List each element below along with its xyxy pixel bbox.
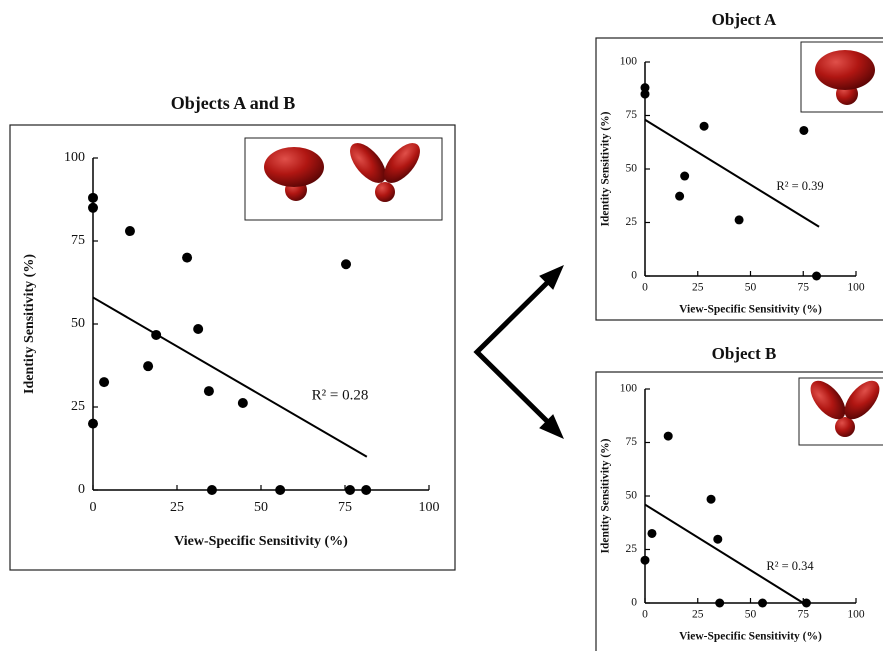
y-tick-label: 50 [626,163,638,175]
point [203,386,214,397]
arrows [473,265,564,439]
y-tick-label: 0 [631,597,637,609]
point [640,555,650,565]
x-tick-label: 0 [90,500,97,515]
panel-frame [9,124,456,571]
x-tick-label: 75 [798,609,810,621]
point [675,191,685,201]
trendline [644,503,804,604]
x-tick-label: 25 [692,282,704,294]
point [193,323,204,334]
point [275,485,286,495]
x-tick-label: 25 [170,500,184,515]
annotation: R² = 0.34 [766,559,814,573]
point [734,215,744,225]
chart-title: Objects A and B [171,93,296,113]
annotation: R² = 0.39 [776,179,823,193]
point [345,485,356,495]
point [341,259,352,270]
panel-frame [595,371,883,651]
y-axis-label: Identity Sensitivity (%) [600,438,612,553]
y-tick-label: 0 [631,270,637,282]
x-axis-label: View-Specific Sensitivity (%) [679,304,822,316]
point [801,598,811,608]
x-tick-label: 75 [338,500,352,515]
point [706,494,716,504]
point [99,377,110,388]
point [640,89,650,99]
point [88,418,98,429]
point [206,485,217,495]
y-tick-label: 100 [620,56,638,68]
trendline [644,118,820,228]
point [88,192,98,203]
y-tick-label: 25 [626,216,638,228]
inset-objects [244,137,443,221]
point [699,121,709,131]
point [361,485,372,495]
y-tick-label: 50 [71,316,85,331]
x-tick-label: 100 [847,282,865,294]
y-axis-label: Identity Sensitivity (%) [600,111,612,226]
point [758,598,768,608]
x-tick-label: 50 [745,282,757,294]
panel-frame [595,37,883,321]
x-tick-label: 50 [745,609,757,621]
x-axis-label: View-Specific Sensitivity (%) [679,631,822,643]
point [143,361,154,372]
annotation: R² = 0.28 [312,387,369,403]
trendline [92,296,368,458]
point [663,431,673,441]
x-tick-label: 0 [642,609,648,621]
chart-title: Object B [712,344,777,363]
x-axis-label: View-Specific Sensitivity (%) [174,534,348,549]
chart-title: Object A [712,10,777,29]
x-tick-label: 100 [419,500,440,515]
x-tick-label: 25 [692,609,704,621]
y-tick-label: 75 [71,233,85,248]
point [715,598,725,608]
point [640,83,650,93]
point [647,528,657,538]
point [812,271,822,281]
point [713,534,723,544]
y-tick-label: 25 [626,543,638,555]
y-tick-label: 25 [71,399,85,414]
point [799,125,809,135]
x-tick-label: 0 [642,282,648,294]
y-tick-label: 50 [626,490,638,502]
x-tick-label: 100 [847,609,865,621]
y-axis-label: Identity Sensitivity (%) [22,254,37,394]
inset-object-b [798,377,883,446]
y-tick-label: 100 [64,150,85,165]
y-tick-label: 100 [620,383,638,395]
point [680,171,690,181]
point [237,398,248,409]
y-tick-label: 75 [626,436,638,448]
point [124,226,135,237]
x-tick-label: 50 [254,500,268,515]
point [88,202,98,213]
x-tick-label: 75 [798,282,810,294]
y-tick-label: 75 [626,109,638,121]
y-tick-label: 0 [78,482,85,497]
inset-object-a [800,41,883,113]
point [182,252,193,263]
point [151,329,162,340]
